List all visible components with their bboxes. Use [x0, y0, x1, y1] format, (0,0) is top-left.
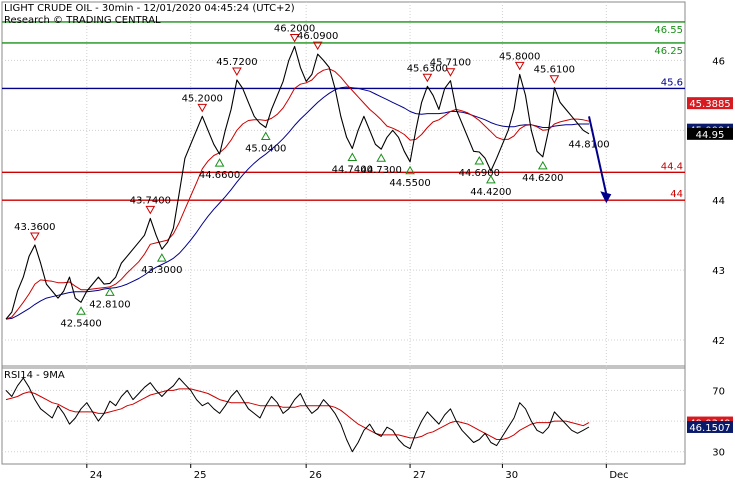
rsi-panel-frame [1, 365, 686, 465]
x-tick-label: 25 [194, 470, 207, 480]
rsi-y-tick-label: 30 [712, 448, 725, 459]
swing-low-label: 43.3000 [141, 265, 182, 276]
swing-low-label: 45.0400 [245, 144, 286, 155]
forecast-arrow-head [600, 191, 612, 204]
swing-high-marker [29, 232, 40, 241]
swing-high-marker [232, 67, 242, 77]
swing-high-marker [422, 73, 433, 83]
swing-high-label: 46.2000 [274, 23, 315, 34]
swing-low-marker [486, 174, 496, 184]
y-tick-label: 43 [712, 266, 725, 277]
swing-high-label: 46.0900 [297, 31, 338, 42]
swing-high-label: 43.3600 [14, 222, 55, 233]
x-tick-label: Dec [609, 470, 628, 480]
level-label: 44.4 [661, 161, 683, 172]
swing-high-marker [514, 61, 525, 71]
chart-title: LIGHT CRUDE OIL - 30min - 12/01/2020 04:… [4, 3, 295, 14]
swing-high-marker [197, 103, 208, 113]
swing-low-label: 44.7300 [361, 165, 402, 176]
y-tick-label: 44 [712, 196, 725, 207]
swing-low-marker [260, 131, 271, 141]
swing-high-label: 45.7200 [216, 57, 257, 68]
y-tick-label: 42 [712, 336, 725, 347]
swing-low-marker [76, 306, 86, 315]
price-line [5, 45, 590, 320]
rsi-badge [687, 420, 733, 433]
swing-high-label: 45.6300 [407, 63, 448, 74]
level-label: 44 [670, 189, 683, 200]
rsi-badge-text: 46.1507 [689, 423, 730, 434]
swing-low-marker [537, 160, 548, 170]
swing-low-label: 44.4200 [470, 187, 511, 198]
forecast-arrow [588, 116, 608, 195]
swing-high-label: 45.2000 [182, 93, 223, 104]
fast-moving-average-line [5, 68, 590, 320]
target-label: 44.8100 [568, 140, 609, 151]
x-tick-label: 24 [90, 470, 103, 480]
level-label: 45.6 [661, 77, 683, 88]
rsi-y-tick-label: 70 [712, 386, 725, 397]
swing-low-label: 44.5500 [389, 178, 430, 189]
rsi-panel-label: RSI14 - 9MA [4, 370, 65, 381]
chart-subtitle: Research © TRADING CENTRAL [4, 15, 161, 26]
rsi-ma-line [5, 388, 590, 440]
swing-low-marker [214, 158, 225, 167]
level-label: 46.55 [654, 25, 683, 36]
price-badge [687, 97, 733, 110]
price-badge-text: 44.95 [696, 130, 725, 141]
swing-low-marker [347, 152, 358, 162]
swing-high-label: 43.7400 [130, 195, 171, 206]
swing-high-label: 45.6100 [534, 65, 575, 76]
swing-low-label: 44.7400 [332, 165, 373, 176]
swing-high-marker [549, 75, 560, 84]
swing-high-marker [445, 68, 456, 77]
price-badge [687, 127, 733, 140]
swing-low-marker [105, 287, 115, 296]
level-label: 46.25 [654, 46, 683, 57]
swing-low-label: 42.5400 [60, 318, 101, 329]
price-badge-text: 45.3885 [689, 99, 730, 110]
swing-low-marker [376, 153, 387, 162]
rsi-line [5, 377, 590, 453]
swing-low-label: 44.6200 [522, 173, 563, 184]
swing-low-marker [405, 165, 415, 175]
x-tick-label: 27 [413, 470, 426, 480]
price-panel-frame [1, 1, 686, 369]
x-tick-label: 30 [505, 470, 518, 480]
swing-low-marker [474, 155, 485, 165]
slow-moving-average-line [5, 86, 589, 320]
swing-high-label: 45.7100 [430, 58, 471, 69]
swing-high-label: 45.8000 [499, 51, 540, 62]
swing-high-marker [312, 41, 323, 51]
swing-low-label: 44.6900 [459, 168, 500, 179]
swing-low-label: 42.8100 [89, 299, 130, 310]
swing-low-label: 44.6600 [199, 170, 240, 181]
swing-high-marker [289, 33, 300, 43]
swing-low-marker [156, 253, 167, 262]
x-tick-label: 26 [309, 470, 322, 480]
swing-high-marker [145, 205, 156, 215]
y-tick-label: 46 [712, 56, 725, 67]
